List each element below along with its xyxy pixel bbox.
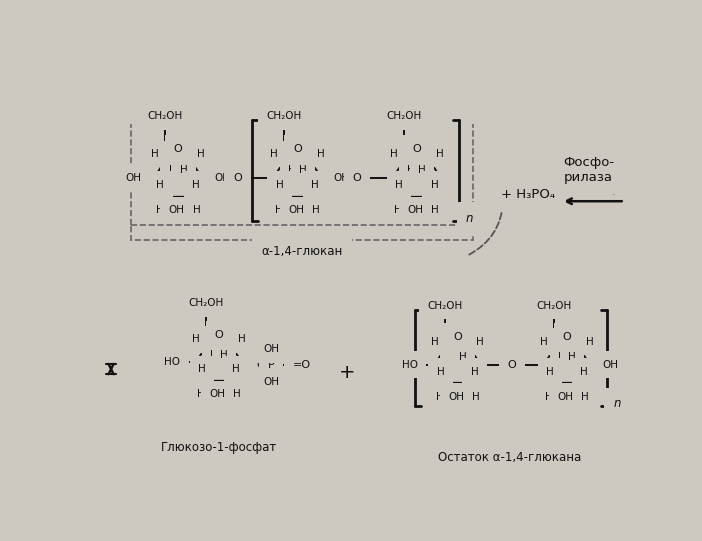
Text: OH: OH — [214, 173, 230, 183]
Text: H: H — [458, 352, 466, 362]
Text: H: H — [270, 149, 278, 159]
Text: H: H — [157, 180, 164, 189]
Text: H: H — [431, 337, 439, 347]
Text: H: H — [192, 206, 200, 215]
Text: + H₃PO₄: + H₃PO₄ — [501, 188, 555, 201]
Text: H: H — [288, 164, 296, 175]
Text: =O: =O — [293, 360, 311, 370]
Text: H: H — [151, 149, 159, 159]
Text: HO: HO — [164, 358, 180, 367]
Text: OH: OH — [288, 206, 304, 215]
Text: O: O — [453, 332, 462, 342]
Text: H: H — [275, 206, 283, 215]
Text: n: n — [614, 397, 621, 410]
Text: H: H — [390, 149, 397, 159]
Text: H: H — [558, 352, 566, 362]
Text: H: H — [197, 149, 205, 159]
Text: H: H — [436, 149, 444, 159]
Text: H: H — [470, 367, 478, 377]
Text: H: H — [581, 392, 589, 402]
Text: H: H — [311, 180, 319, 189]
Text: H: H — [541, 337, 548, 347]
Text: O: O — [508, 360, 517, 370]
Bar — [131, 225, 473, 241]
Text: H: H — [395, 180, 403, 189]
Text: H: H — [431, 206, 439, 215]
Text: P: P — [268, 360, 274, 370]
Text: OH: OH — [449, 392, 465, 402]
Text: H: H — [472, 392, 479, 402]
Text: Глюкозо-1-фосфат: Глюкозо-1-фосфат — [161, 441, 277, 454]
Text: H: H — [156, 206, 164, 215]
Text: Остаток α-1,4-глюкана: Остаток α-1,4-глюкана — [437, 451, 581, 464]
Text: H: H — [546, 367, 554, 377]
Text: H: H — [233, 390, 241, 399]
Text: H: H — [568, 352, 576, 362]
Text: CH₂OH: CH₂OH — [386, 111, 421, 121]
Text: O: O — [173, 144, 183, 154]
Text: H: H — [192, 180, 199, 189]
Text: CH₂OH: CH₂OH — [189, 298, 224, 308]
Text: α-1,4-глюкан: α-1,4-глюкан — [261, 245, 343, 258]
Text: OH: OH — [210, 390, 226, 399]
Text: H: H — [198, 364, 206, 374]
Text: H: H — [545, 392, 552, 402]
Text: CH₂OH: CH₂OH — [428, 301, 463, 311]
Text: n: n — [466, 212, 474, 225]
Text: H: H — [585, 337, 593, 347]
Text: H: H — [210, 350, 218, 360]
Text: H: H — [437, 367, 444, 377]
Text: H: H — [299, 164, 307, 175]
Text: Фосфо-
рилаза: Фосфо- рилаза — [563, 156, 614, 184]
Text: O: O — [257, 360, 265, 370]
Text: O: O — [215, 330, 223, 340]
Text: H: H — [312, 206, 319, 215]
Text: OH: OH — [126, 173, 142, 183]
Text: HO: HO — [402, 360, 418, 370]
Text: O: O — [562, 332, 571, 342]
Text: OH: OH — [602, 360, 618, 370]
Text: H: H — [477, 337, 484, 347]
Text: CH₂OH: CH₂OH — [147, 111, 183, 121]
Text: OH: OH — [168, 206, 185, 215]
Text: OH: OH — [263, 344, 279, 354]
Text: OH: OH — [407, 206, 423, 215]
Text: H: H — [168, 164, 176, 175]
Text: OH: OH — [558, 392, 574, 402]
Text: H: H — [197, 390, 205, 399]
Text: H: H — [418, 164, 426, 175]
Text: O: O — [352, 173, 362, 183]
Text: H: H — [317, 149, 324, 159]
Text: O: O — [293, 144, 302, 154]
Text: CH₂OH: CH₂OH — [267, 111, 302, 121]
Text: H: H — [192, 334, 200, 345]
Text: H: H — [238, 334, 246, 345]
Text: O: O — [233, 173, 242, 183]
Text: H: H — [407, 164, 415, 175]
Text: +: + — [339, 364, 356, 382]
Text: OH: OH — [333, 173, 350, 183]
Text: H: H — [395, 206, 402, 215]
Text: H: H — [276, 180, 284, 189]
Text: H: H — [436, 392, 444, 402]
Text: O: O — [412, 144, 421, 154]
Text: OH: OH — [263, 377, 279, 387]
Text: H: H — [232, 364, 239, 374]
Text: H: H — [430, 180, 438, 189]
Text: CH₂OH: CH₂OH — [536, 301, 572, 311]
Text: H: H — [180, 164, 187, 175]
Text: H: H — [449, 352, 456, 362]
Text: H: H — [580, 367, 588, 377]
Text: H: H — [220, 350, 227, 360]
